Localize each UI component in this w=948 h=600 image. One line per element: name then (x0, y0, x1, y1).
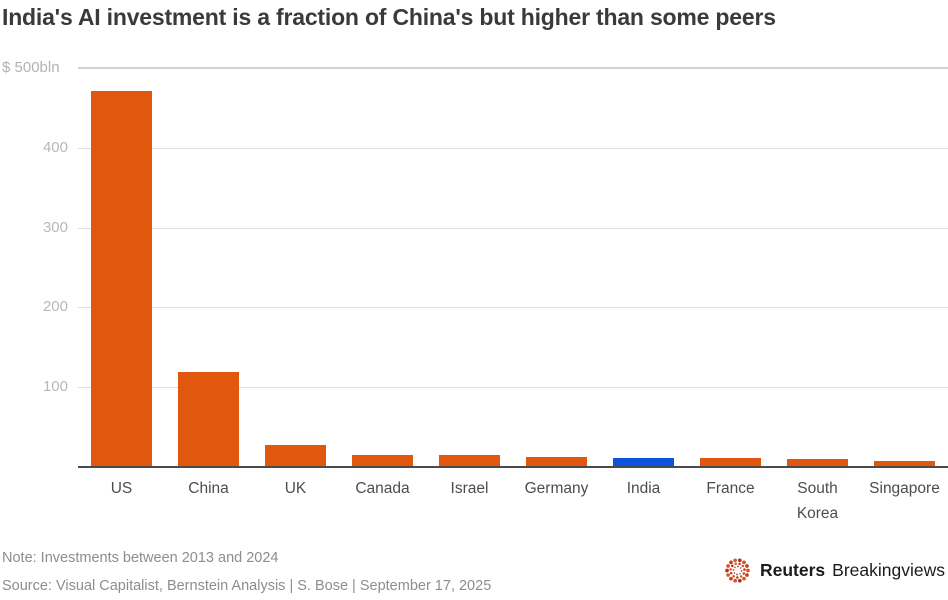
bar-canada (352, 455, 413, 467)
plot-area: 100 200 300 400 (43, 67, 948, 468)
x-label-uk: UK (284, 480, 307, 497)
x-label-germany: Germany (524, 480, 589, 497)
x-label-china: China (188, 480, 229, 497)
x-label-canada: Canada (355, 480, 410, 497)
bar-band-china (165, 372, 252, 467)
gridline-500 (78, 67, 948, 69)
bar-singapore (874, 461, 935, 467)
y-axis-unit-label: $ 500bln (2, 59, 60, 76)
bar-uk (265, 444, 326, 467)
x-label-israel: Israel (450, 480, 489, 497)
logo-brand-text: Reuters (760, 560, 826, 580)
gridline-400 (78, 147, 948, 149)
gridline-200 (78, 307, 948, 309)
reuters-breakingviews-logo: Reuters Breakingviews (722, 555, 945, 586)
gridline-100 (78, 387, 948, 389)
bar-france (700, 458, 761, 467)
gridline-300 (78, 227, 948, 229)
bar-band-france (687, 458, 774, 467)
x-label-france: France (706, 480, 755, 497)
x-label-us: US (110, 480, 133, 497)
bar-germany (526, 456, 587, 467)
bar-india (613, 458, 674, 467)
bars-container (78, 68, 948, 467)
bar-band-south-korea (774, 459, 861, 467)
bar-us (91, 91, 152, 467)
bar-china (178, 372, 239, 467)
x-label-singapore: Singapore (869, 480, 940, 497)
y-tick-label-100: 100 (42, 378, 68, 396)
y-tick-label-300: 300 (42, 218, 68, 236)
bar-band-canada (339, 455, 426, 467)
logo-suffix-text: Breakingviews (832, 560, 945, 580)
y-tick-label-400: 400 (42, 138, 68, 156)
reuters-dotted-circle-icon (725, 558, 750, 583)
x-axis-labels: US China UK Canada Israel Germany India France S… (78, 477, 948, 527)
bar-south-korea (787, 459, 848, 467)
bar-band-israel (426, 455, 513, 467)
y-tick-label-200: 200 (42, 298, 68, 316)
bar-band-us (78, 91, 165, 467)
chart-title: India's AI investment is a fraction of C… (2, 4, 776, 30)
source-line: Source: Visual Capitalist, Bernstein Ana… (2, 578, 492, 594)
x-label-india: India (626, 480, 661, 497)
bar-band-uk (252, 444, 339, 467)
x-label-south-korea: South Korea (796, 480, 839, 522)
x-axis-line (78, 466, 948, 468)
bar-band-singapore (861, 461, 948, 467)
footnote: Note: Investments between 2013 and 2024 (2, 550, 279, 566)
bar-band-germany (513, 456, 600, 467)
bar-israel (439, 455, 500, 467)
bar-band-india (600, 458, 687, 467)
